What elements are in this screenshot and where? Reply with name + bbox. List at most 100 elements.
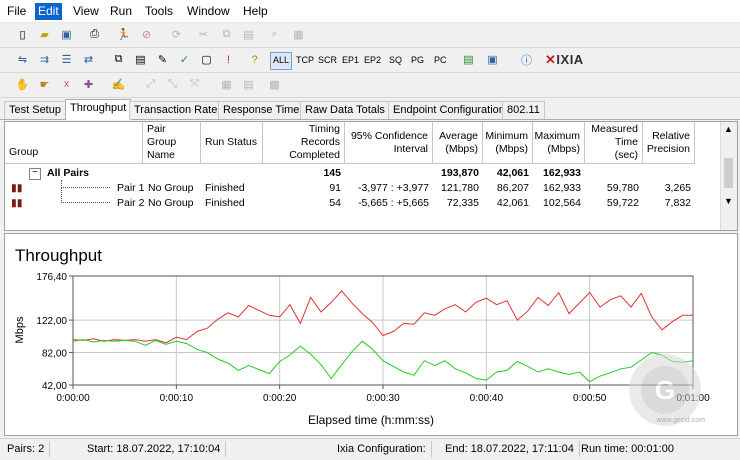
scroll-down-icon[interactable]: ▼: [724, 196, 733, 206]
results-tabs: Test Setup Throughput Transaction Rate R…: [0, 99, 740, 120]
cut-icon[interactable]: ✂: [198, 29, 209, 41]
pair-group: No Group: [148, 197, 194, 209]
pair-precision: 7,832: [664, 197, 691, 209]
plot-area: [72, 275, 694, 386]
new-file-icon[interactable]: ▯: [19, 29, 26, 41]
help-question-icon[interactable]: ?: [251, 53, 258, 66]
x-tick-label: 0:00:40: [470, 393, 504, 404]
x-tick-label: 0:00:10: [160, 393, 194, 404]
refresh-icon[interactable]: ⟳: [171, 29, 182, 41]
menu-help[interactable]: Help: [243, 4, 268, 18]
pair-average: 72,335: [446, 197, 479, 209]
toolbar-main: ▯ ▰ ▣ ⎙ 🏃 ⊘ ⟳ ✂ ⧉ ▤ ⌕ ▦: [0, 23, 740, 48]
menu-edit[interactable]: Edit: [35, 3, 62, 20]
status-end: End: 18.07.2022, 17:11:04: [440, 441, 580, 457]
endpoint-stop-icon[interactable]: ☓: [63, 79, 70, 91]
copy-icon[interactable]: ⧉: [222, 28, 231, 40]
col-header-relative-precision[interactable]: Relative Precision: [643, 122, 695, 164]
scroll-up-icon[interactable]: ▲: [724, 124, 733, 134]
endpoint-config-icon[interactable]: ✚: [83, 79, 94, 91]
col-header-minimum[interactable]: Minimum (Mbps): [483, 122, 533, 164]
add-pair-icon[interactable]: ⇋: [17, 54, 28, 66]
add-multicast-icon[interactable]: ⇉: [39, 54, 50, 66]
report-icon[interactable]: ▤: [463, 54, 474, 66]
throughput-chart-panel: Throughput Mbps Elapsed time (h:mm:ss) 0…: [4, 233, 738, 436]
col-header-measured-time[interactable]: Measured Time (sec): [585, 122, 643, 164]
menu-tools[interactable]: Tools: [145, 4, 174, 18]
paste-icon[interactable]: ▤: [243, 29, 254, 41]
col-header-group[interactable]: Group: [5, 122, 143, 164]
filter-sq[interactable]: SQ: [389, 55, 403, 65]
chart-title: Throughput: [15, 246, 102, 265]
pair-records: 91: [329, 182, 341, 194]
tab-raw-data-totals[interactable]: Raw Data Totals: [300, 101, 390, 119]
export-icon[interactable]: ▣: [487, 54, 498, 66]
tab-test-setup[interactable]: Test Setup: [4, 101, 66, 119]
tab-response-time[interactable]: Response Time: [218, 101, 305, 119]
menu-window[interactable]: Window: [187, 4, 230, 18]
col-header-timing-records[interactable]: Timing Records Completed: [263, 122, 345, 164]
open-folder-icon[interactable]: ▰: [40, 29, 49, 41]
info-icon[interactable]: ⓘ: [521, 54, 532, 67]
print-icon[interactable]: ⎙: [90, 28, 99, 40]
save-icon[interactable]: ▣: [61, 29, 72, 41]
pair-minimum: 86,207: [496, 182, 529, 194]
menu-file[interactable]: File: [7, 4, 27, 18]
filter-ep2[interactable]: EP2: [364, 55, 382, 65]
endpoint-icon[interactable]: ✋: [15, 79, 30, 91]
tab-endpoint-configuration[interactable]: Endpoint Configuration: [388, 101, 510, 119]
pair-list-icon[interactable]: ☰: [61, 54, 72, 66]
pair-records: 54: [329, 197, 341, 209]
endpoint-run-icon[interactable]: ☛: [39, 79, 50, 91]
pair-minimum: 42,061: [496, 197, 529, 209]
x-axis-label: Elapsed time (h:mm:ss): [308, 413, 434, 427]
status-runtime: Run time: 00:01:00: [581, 443, 674, 455]
tab-802-11[interactable]: 802.11: [502, 101, 545, 119]
col-header-pair-group-name[interactable]: Pair Group Name: [143, 122, 201, 164]
legend-icon[interactable]: ▤: [243, 79, 254, 91]
tree-connector: [61, 180, 110, 188]
filter-scr[interactable]: SCR: [318, 55, 338, 65]
all-pairs-average: 193,870: [441, 167, 479, 179]
x-tick-label: 0:00:50: [573, 393, 607, 404]
pair-name: Pair 1: [117, 182, 145, 194]
tab-transaction-rate[interactable]: Transaction Rate: [129, 101, 223, 119]
col-header-run-status[interactable]: Run Status: [201, 122, 263, 164]
disabled-icon[interactable]: ▢: [201, 54, 212, 66]
stop-icon[interactable]: ⊘: [141, 29, 152, 41]
svg-text:G: G: [655, 375, 675, 405]
watermark-url: www.gecid.com: [655, 417, 705, 424]
grid-vertical-scrollbar[interactable]: ▲ ▼: [720, 122, 737, 230]
layout-icon[interactable]: ▦: [221, 79, 232, 91]
pair-maximum: 102,564: [543, 197, 581, 209]
zoom-out-icon[interactable]: ⤡: [168, 78, 177, 90]
zoom-fit-icon[interactable]: ⤧: [190, 78, 199, 90]
filter-tcp[interactable]: TCP: [296, 55, 314, 65]
edit-pair-icon[interactable]: ⇄: [83, 54, 94, 66]
run-icon[interactable]: 🏃: [116, 29, 131, 41]
filter-pg[interactable]: PG: [411, 55, 425, 65]
menu-view[interactable]: View: [73, 4, 99, 18]
tab-throughput[interactable]: Throughput: [65, 99, 132, 120]
tool-icon[interactable]: ▦: [293, 29, 304, 41]
copy-pair-icon[interactable]: ⧉: [114, 53, 123, 65]
script-icon[interactable]: ✓: [179, 54, 190, 66]
edit-script-icon[interactable]: ✎: [157, 54, 168, 66]
filter-all[interactable]: ALL: [270, 52, 293, 70]
endpoint-edit-icon[interactable]: ✍: [111, 79, 126, 91]
col-header-average[interactable]: Average (Mbps): [433, 122, 483, 164]
menu-bar: File Edit View Run Tools Window Help: [0, 0, 740, 23]
col-header-confidence[interactable]: 95% Confidence Interval: [345, 122, 433, 164]
filter-pc[interactable]: PC: [434, 55, 447, 65]
pair-icon: ▮▮: [11, 182, 23, 194]
collapse-icon[interactable]: −: [29, 168, 41, 180]
scroll-thumb[interactable]: [724, 158, 733, 188]
zoom-in-icon[interactable]: ⤢: [146, 78, 155, 90]
filter-ep1[interactable]: EP1: [342, 55, 360, 65]
find-icon[interactable]: ⌕: [271, 28, 278, 40]
chart-options-icon[interactable]: ▩: [269, 79, 280, 91]
menu-run[interactable]: Run: [110, 4, 133, 18]
warning-icon[interactable]: !: [226, 53, 231, 66]
col-header-maximum[interactable]: Maximum (Mbps): [533, 122, 585, 164]
delete-pair-icon[interactable]: ▤: [135, 54, 146, 66]
